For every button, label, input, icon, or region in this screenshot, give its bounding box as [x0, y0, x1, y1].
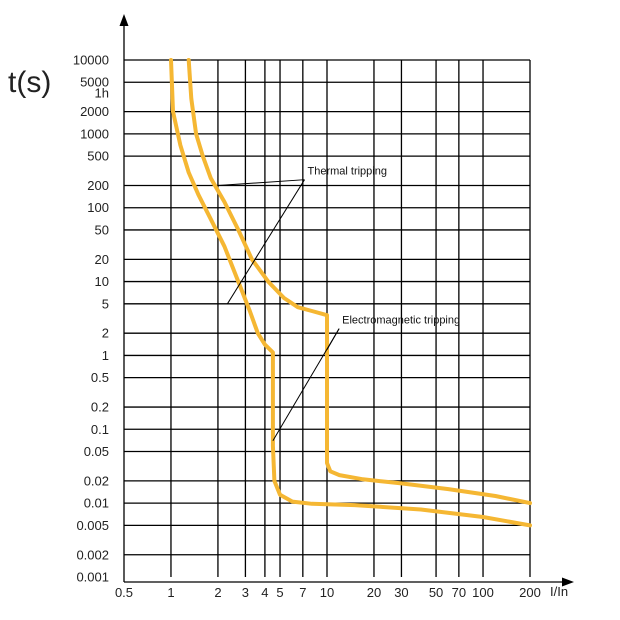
- x-tick-label: 30: [394, 585, 408, 600]
- x-tick-label: 1: [167, 585, 174, 600]
- y-tick-label: 10000: [73, 53, 109, 68]
- x-tick-label: 3: [242, 585, 249, 600]
- y-tick-label: 2: [102, 326, 109, 341]
- y-axis-arrow-icon: [119, 14, 129, 26]
- trip-curves: [169, 58, 532, 528]
- y-tick-label: 100: [87, 200, 109, 215]
- y-tick-label: 5000: [80, 75, 109, 90]
- x-axis-label: I/In: [550, 584, 568, 599]
- y-tick-label: 0.01: [84, 496, 109, 511]
- x-tick-label: 0.5: [115, 585, 133, 600]
- y-tick-label: 0.001: [76, 570, 109, 585]
- y-tick-label: 0.1: [91, 422, 109, 437]
- y-tick-label: 50: [95, 222, 109, 237]
- x-tick-label: 20: [367, 585, 381, 600]
- y-tick-label: 1h: [95, 85, 109, 100]
- y-tick-label: 0.02: [84, 473, 109, 488]
- trip-curve-series-2: [186, 58, 532, 506]
- annotation-leader-line: [272, 328, 340, 441]
- x-axis-arrow-icon: [562, 577, 574, 587]
- y-axis-label: t(s): [8, 66, 51, 99]
- annotation-label: Thermal tripping: [308, 166, 387, 178]
- y-tick-label: 1000: [80, 126, 109, 141]
- y-tick-label: 0.05: [84, 444, 109, 459]
- y-tick-label: 5: [102, 296, 109, 311]
- y-tick-label: 2000: [80, 104, 109, 119]
- x-tick-label: 4: [261, 585, 268, 600]
- x-tick-label: 2: [214, 585, 221, 600]
- x-tick-label: 70: [452, 585, 466, 600]
- x-tick-label: 50: [429, 585, 443, 600]
- y-tick-label: 10: [95, 274, 109, 289]
- y-tick-label: 0.5: [91, 370, 109, 385]
- y-tick-label: 1: [102, 348, 109, 363]
- y-tick-label: 20: [95, 252, 109, 267]
- x-tick-label: 10: [320, 585, 334, 600]
- annotation-leader-line: [217, 179, 305, 186]
- x-tick-label: 7: [299, 585, 306, 600]
- y-tick-label: 0.005: [76, 518, 109, 533]
- annotations: Thermal tripping Electromagnetic tripping: [217, 166, 460, 441]
- annotation-leader-line: [226, 179, 305, 305]
- y-tick-label: 200: [87, 178, 109, 193]
- y-tick-label: 500: [87, 149, 109, 164]
- x-tick-label: 200: [519, 585, 541, 600]
- annotation-label: Electromagnetic tripping: [342, 315, 460, 327]
- trip-curve-series-1: [169, 58, 532, 528]
- y-tick-label: 0.2: [91, 400, 109, 415]
- x-tick-label: 5: [276, 585, 283, 600]
- y-tick-label: 0.002: [76, 547, 109, 562]
- x-tick-label: 100: [472, 585, 494, 600]
- axes: [119, 14, 574, 587]
